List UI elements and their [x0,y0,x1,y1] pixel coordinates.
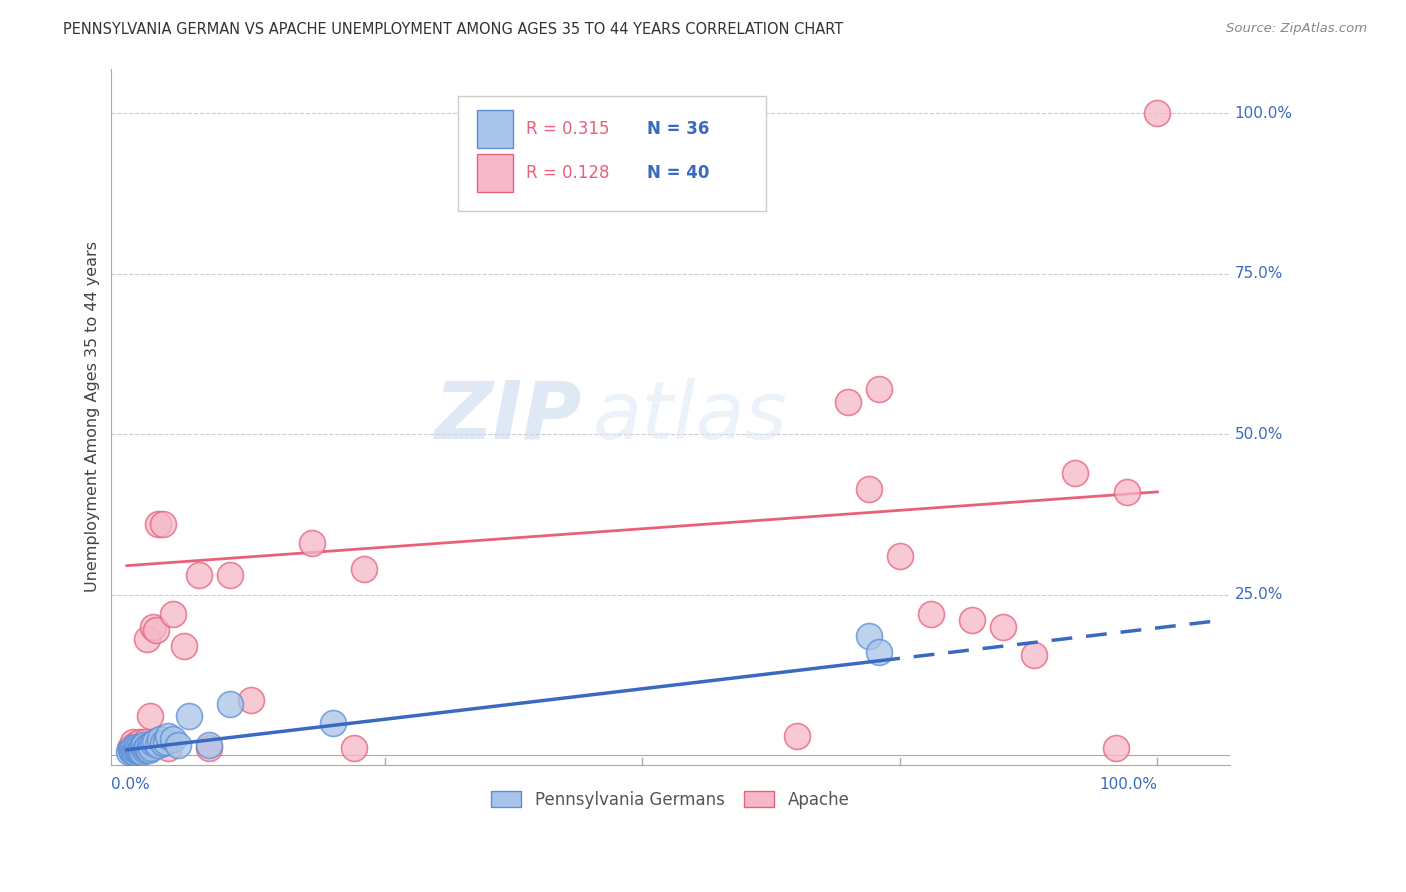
Point [198,739,221,753]
Point [138,739,160,753]
Bar [477,110,513,148]
Point [122,735,145,749]
Point [121,745,143,759]
Point [127,743,149,757]
Point [129,741,152,756]
Text: 100.0%: 100.0% [1234,106,1292,121]
Point [167,739,190,753]
Point [920,607,942,621]
Point [1105,741,1128,756]
Point [149,731,172,746]
Bar [477,153,513,192]
Point [118,745,141,759]
Point [142,736,165,750]
Point [122,741,145,756]
Point [1022,648,1045,663]
Text: R = 0.128: R = 0.128 [526,164,610,182]
Point [122,743,145,757]
Point [135,741,157,756]
Text: ZIP: ZIP [433,377,581,456]
Point [239,693,262,707]
Y-axis label: Unemployment Among Ages 35 to 44 years: Unemployment Among Ages 35 to 44 years [86,241,100,592]
Point [868,645,890,659]
Text: Source: ZipAtlas.com: Source: ZipAtlas.com [1226,22,1367,36]
Point [124,739,146,753]
Text: 0.0%: 0.0% [111,777,150,792]
Point [121,744,143,758]
Point [868,382,890,396]
Point [960,613,983,627]
Point [173,639,195,653]
Text: 100.0%: 100.0% [1099,777,1157,792]
Point [219,697,242,711]
Point [162,607,184,621]
Text: 50.0%: 50.0% [1234,426,1284,442]
Point [127,741,149,756]
Point [143,735,166,749]
Point [157,729,180,743]
Point [134,743,156,757]
Point [146,516,169,531]
Point [122,745,145,759]
Point [132,739,155,753]
Point [134,735,156,749]
Point [128,736,150,750]
Point [136,740,159,755]
Point [129,743,152,757]
Point [136,632,159,647]
Point [1064,466,1087,480]
Point [131,741,153,756]
Point [858,629,880,643]
Point [219,568,242,582]
Point [152,516,174,531]
Text: R = 0.315: R = 0.315 [526,120,610,138]
Point [120,743,142,757]
Legend: Pennsylvania Germans, Apache: Pennsylvania Germans, Apache [485,784,856,815]
Point [125,740,148,755]
Point [786,729,808,743]
Point [118,741,141,756]
Point [301,536,323,550]
Point [155,735,177,749]
Point [858,482,880,496]
Point [146,739,169,753]
Point [177,709,200,723]
Point [124,743,146,757]
Point [1115,484,1137,499]
Point [837,395,859,409]
Point [129,735,152,749]
Point [188,568,211,582]
Point [157,741,180,756]
Point [342,741,364,756]
Text: N = 36: N = 36 [647,120,710,138]
Point [127,741,149,756]
Point [162,731,184,746]
Point [134,739,156,753]
Point [991,619,1014,633]
Point [131,745,153,759]
Point [138,743,160,757]
Point [138,709,160,723]
FancyBboxPatch shape [458,96,765,211]
Point [1146,106,1168,120]
Text: PENNSYLVANIA GERMAN VS APACHE UNEMPLOYMENT AMONG AGES 35 TO 44 YEARS CORRELATION: PENNSYLVANIA GERMAN VS APACHE UNEMPLOYME… [63,22,844,37]
Point [142,619,165,633]
Point [145,623,167,637]
Text: N = 40: N = 40 [647,164,710,182]
Text: 75.0%: 75.0% [1234,267,1284,281]
Point [198,741,221,756]
Text: 25.0%: 25.0% [1234,587,1284,602]
Point [139,741,162,756]
Point [128,744,150,758]
Point [132,740,155,755]
Point [353,562,375,576]
Point [152,736,174,750]
Text: atlas: atlas [592,377,787,456]
Point [889,549,911,563]
Point [322,715,344,730]
